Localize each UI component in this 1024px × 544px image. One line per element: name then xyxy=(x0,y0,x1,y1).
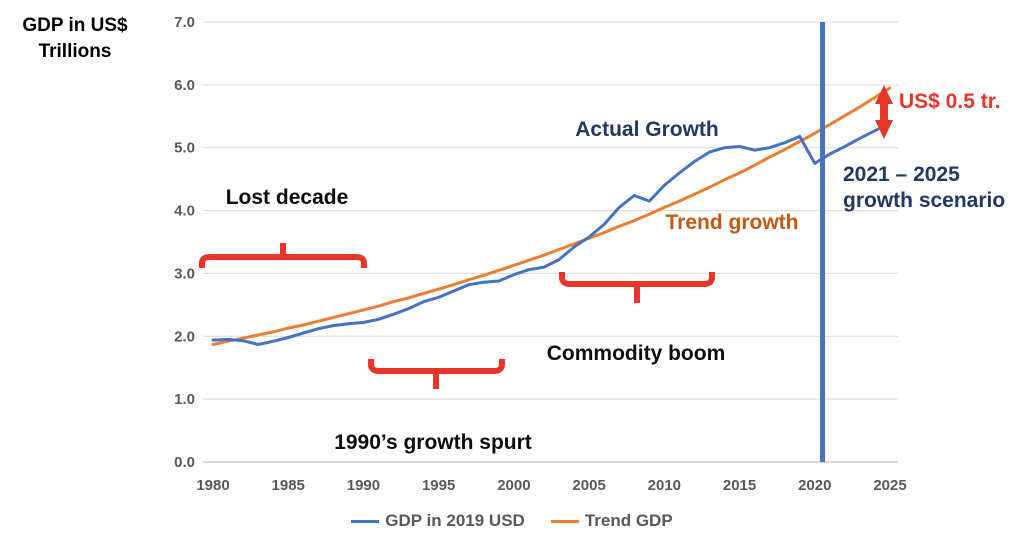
series-gdp-in-2019-usd xyxy=(211,121,892,346)
legend-label-actual: GDP in 2019 USD xyxy=(385,511,525,530)
x-tick-label: 2005 xyxy=(572,477,605,494)
x-tick-label: 2015 xyxy=(723,477,756,494)
legend-item-trend: Trend GDP xyxy=(550,511,673,531)
x-tick-label: 2020 xyxy=(798,477,831,494)
legend-label-trend: Trend GDP xyxy=(584,511,673,530)
y-tick-label: 5.0 xyxy=(174,140,195,157)
y-tick-label: 4.0 xyxy=(174,203,195,220)
y-tick-label: 0.0 xyxy=(174,454,195,471)
growth-spurt-label: 1990’s growth spurt xyxy=(334,431,532,454)
actual-line-swatch xyxy=(351,519,380,523)
y-tick-label: 1.0 xyxy=(174,391,195,408)
commodity-boom-label: Commodity boom xyxy=(547,342,726,365)
y-tick-label: 3.0 xyxy=(174,265,195,282)
scenario-label-line2: growth scenario xyxy=(843,189,1005,212)
series-lines xyxy=(211,86,892,346)
x-tick-label: 1995 xyxy=(422,477,455,494)
y-axis-title-line2: Trillions xyxy=(39,41,112,62)
trend-growth-label: Trend growth xyxy=(666,211,799,234)
series-trend-gdp xyxy=(211,86,892,346)
legend-item-actual: GDP in 2019 USD xyxy=(351,511,525,531)
grid-layer: 0.0 1.0 2.0 3.0 4.0 5.0 6.0 7.0 1980 1985 1990 1995… xyxy=(174,14,907,494)
lost-decade-brace xyxy=(199,243,367,268)
y-tick-label: 7.0 xyxy=(174,14,195,31)
trend-line-swatch xyxy=(550,519,579,523)
x-tick-label: 2025 xyxy=(873,477,906,494)
chart-legend: GDP in 2019 USD Trend GDP xyxy=(0,511,1024,531)
scenario-label-line1: 2021 – 2025 xyxy=(843,163,960,186)
y-tick-label: 2.0 xyxy=(174,328,195,345)
y-tick-label: 6.0 xyxy=(174,77,195,94)
x-tick-label: 2000 xyxy=(497,477,530,494)
actual-growth-label: Actual Growth xyxy=(575,118,719,141)
x-tick-label: 1990 xyxy=(347,477,380,494)
x-tick-label: 1985 xyxy=(272,477,305,494)
gap-value-label: US$ 0.5 tr. xyxy=(899,90,1001,113)
x-tick-label: 1980 xyxy=(196,477,229,494)
lost-decade-label: Lost decade xyxy=(226,186,349,209)
growth-spurt-brace xyxy=(368,359,505,389)
x-tick-label: 2010 xyxy=(648,477,681,494)
y-axis-title-line1: GDP in US$ xyxy=(22,15,128,36)
commodity-boom-brace xyxy=(559,272,715,303)
gap-arrow xyxy=(875,85,893,139)
